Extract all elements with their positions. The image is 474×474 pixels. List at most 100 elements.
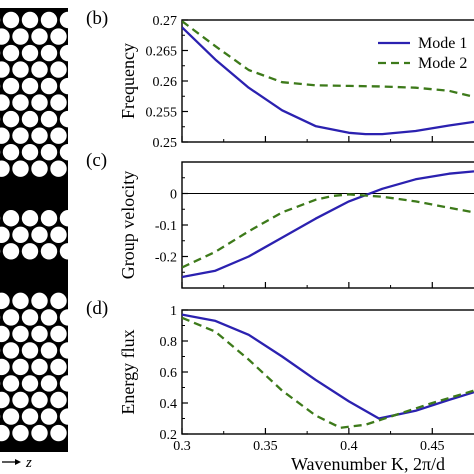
x-tick-label: 0.35 — [253, 439, 278, 454]
y-tick-label: 0.25 — [153, 136, 178, 151]
y-tick-label: 0.4 — [160, 397, 178, 412]
photonic-crystal-structure — [0, 0, 77, 474]
plot-frame — [181, 161, 474, 289]
air-hole — [2, 375, 20, 392]
legend: Mode 1 Mode 2 — [378, 35, 467, 72]
air-hole — [31, 391, 48, 409]
y-tick-label: 0.26 — [153, 75, 178, 90]
air-hole — [12, 61, 29, 78]
air-hole — [21, 408, 39, 425]
air-hole — [0, 292, 10, 310]
air-hole — [0, 358, 10, 376]
air-hole — [50, 61, 67, 78]
y-axis-label: Frequency — [118, 43, 138, 119]
air-hole — [12, 127, 29, 144]
air-hole — [31, 28, 48, 45]
panel-label: (c) — [86, 150, 107, 171]
air-hole — [12, 424, 29, 442]
air-hole — [0, 391, 10, 409]
air-hole — [40, 309, 58, 326]
y-tick-label: -0.2 — [155, 251, 177, 266]
air-hole — [0, 424, 10, 442]
air-hole — [2, 309, 20, 326]
z-axis-indicator: z — [2, 455, 32, 471]
y-tick-label: 0.265 — [146, 45, 178, 60]
air-hole — [21, 342, 39, 359]
y-axis-label: Group velocity — [118, 171, 138, 279]
air-hole — [0, 325, 10, 343]
chart-panel-3: 0.2 0.4 0.6 0.8 1 0.3 0.35 0.4 0.45 (d) Energy flu… — [86, 298, 474, 474]
air-hole — [12, 160, 29, 177]
x-tick-label: 0.4 — [340, 439, 358, 454]
air-hole — [40, 77, 58, 95]
air-hole — [50, 325, 67, 343]
air-hole — [40, 375, 58, 392]
air-hole — [40, 408, 58, 425]
air-hole — [40, 44, 58, 62]
series-line-mode-1 — [182, 313, 474, 420]
y-tick-label: 0.2 — [160, 428, 178, 443]
air-hole — [2, 408, 20, 425]
air-hole — [0, 127, 10, 144]
air-hole — [21, 243, 39, 260]
air-hole — [2, 11, 20, 29]
air-hole — [12, 94, 29, 111]
air-hole — [2, 77, 20, 95]
air-hole — [21, 11, 39, 29]
air-hole — [0, 94, 10, 111]
air-hole — [50, 94, 67, 111]
y-tick-label: 0.6 — [160, 366, 178, 381]
air-hole — [40, 143, 58, 161]
air-hole — [31, 94, 48, 111]
air-hole — [50, 226, 67, 243]
air-hole — [50, 358, 67, 376]
x-axis-label: Wavenumber K, 2π/d — [291, 454, 445, 474]
series-line-mode-1 — [182, 170, 474, 279]
air-hole — [31, 226, 48, 243]
air-hole — [0, 61, 10, 78]
y-tick-label: 1 — [170, 304, 177, 319]
air-hole — [31, 160, 48, 177]
air-hole — [31, 424, 48, 442]
air-hole — [2, 342, 20, 359]
air-hole — [40, 11, 58, 29]
air-hole — [50, 391, 67, 409]
panel-label: (b) — [86, 8, 108, 29]
air-hole — [12, 325, 29, 343]
air-hole — [2, 110, 20, 128]
air-hole — [12, 391, 29, 409]
air-hole — [2, 210, 20, 227]
charts: 0.25 0.255 0.26 0.265 0.27 (b) Frequency Mode 1… — [86, 8, 474, 474]
air-hole — [2, 243, 20, 260]
air-hole — [50, 28, 67, 45]
air-hole — [12, 226, 29, 243]
air-hole — [12, 28, 29, 45]
air-hole — [21, 44, 39, 62]
air-hole — [0, 28, 10, 45]
air-hole — [0, 160, 10, 177]
z-axis-label: z — [25, 455, 32, 471]
chart-panel-2: -0.2 -0.1 0 (c) Group velocity — [86, 150, 474, 289]
air-hole — [50, 292, 67, 310]
air-hole — [31, 127, 48, 144]
air-hole — [31, 325, 48, 343]
air-hole — [40, 110, 58, 128]
air-hole — [31, 358, 48, 376]
y-tick-label: 0 — [170, 188, 177, 203]
chart-panel-1: 0.25 0.255 0.26 0.265 0.27 (b) Frequency Mode 1… — [86, 8, 474, 151]
air-hole — [0, 226, 10, 243]
panel-label: (d) — [86, 298, 108, 319]
legend-label: Mode 1 — [418, 35, 467, 52]
air-hole — [31, 292, 48, 310]
air-hole — [12, 358, 29, 376]
air-hole — [21, 210, 39, 227]
air-hole — [2, 44, 20, 62]
y-tick-label: 0.255 — [146, 106, 178, 121]
y-tick-label: 0.27 — [153, 14, 178, 29]
y-axis-label: Energy flux — [118, 329, 138, 414]
air-hole — [40, 243, 58, 260]
air-hole — [31, 61, 48, 78]
y-tick-label: 0.8 — [160, 335, 178, 350]
air-hole — [50, 127, 67, 144]
